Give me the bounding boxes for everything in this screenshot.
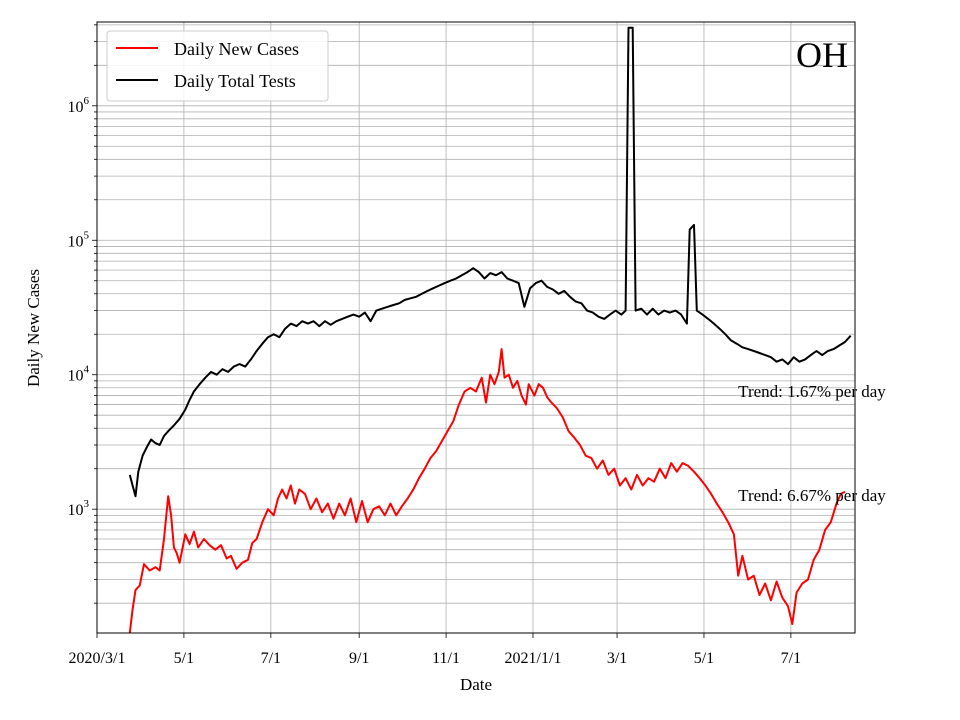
legend: Daily New Cases Daily Total Tests bbox=[106, 30, 329, 102]
legend-label-daily-total-tests: Daily Total Tests bbox=[174, 71, 296, 91]
y-tick-label: 105 bbox=[68, 229, 90, 250]
x-axis-label: Date bbox=[460, 675, 492, 694]
y-tick-base: 10 bbox=[68, 502, 84, 519]
y-tick-label: 103 bbox=[68, 498, 90, 519]
x-tick-label: 2021/1/1 bbox=[505, 650, 562, 667]
y-tick-base: 10 bbox=[68, 99, 84, 116]
y-tick-label: 104 bbox=[68, 364, 90, 385]
x-tick-label: 5/1 bbox=[694, 650, 714, 667]
trend-annotation: Trend: 6.67% per day bbox=[738, 486, 886, 505]
y-tick-label: 106 bbox=[68, 95, 90, 116]
y-axis-label: Daily New Cases bbox=[24, 269, 43, 387]
x-axis-ticks: 2020/3/1 5/1 7/1 9/1 11/1 2021/1/1 3/1 5/1 7/1 bbox=[69, 633, 801, 667]
x-tick-label: 5/1 bbox=[174, 650, 194, 667]
y-tick-exponent: 3 bbox=[84, 498, 90, 510]
x-tick-label: 3/1 bbox=[607, 650, 627, 667]
trend-annotations: Trend: 1.67% per day Trend: 6.67% per day bbox=[738, 382, 886, 505]
series-line-daily-new-cases bbox=[128, 348, 846, 633]
plot-frame bbox=[96, 21, 856, 634]
series-line-daily-total-tests bbox=[128, 26, 852, 498]
x-tick-label: 7/1 bbox=[781, 650, 801, 667]
x-tick-label: 9/1 bbox=[349, 650, 369, 667]
y-tick-exponent: 6 bbox=[84, 95, 90, 107]
x-tick-label: 11/1 bbox=[432, 650, 460, 667]
y-tick-base: 10 bbox=[68, 368, 84, 385]
x-tick-label: 2020/3/1 bbox=[69, 650, 126, 667]
legend-label-daily-new-cases: Daily New Cases bbox=[174, 39, 299, 59]
trend-annotation: Trend: 1.67% per day bbox=[738, 382, 886, 401]
y-tick-exponent: 4 bbox=[84, 364, 90, 376]
chart-title: OH bbox=[796, 35, 848, 75]
x-tick-label: 7/1 bbox=[261, 650, 281, 667]
series-layer bbox=[128, 26, 852, 633]
y-tick-exponent: 5 bbox=[84, 229, 90, 241]
legend-box bbox=[106, 30, 329, 102]
y-tick-base: 10 bbox=[68, 233, 84, 250]
grid-lines bbox=[96, 22, 855, 633]
